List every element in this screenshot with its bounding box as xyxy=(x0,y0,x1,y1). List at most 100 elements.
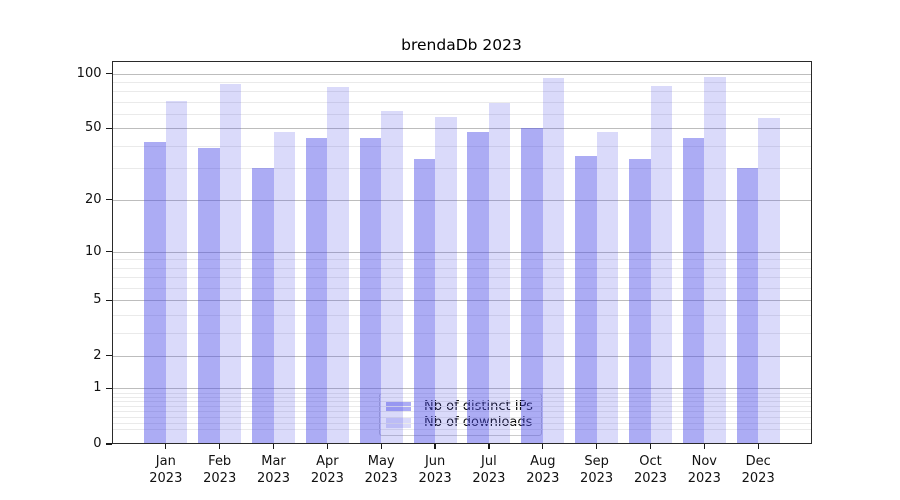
gridline-minor xyxy=(111,91,812,93)
x-tick-mark xyxy=(649,444,652,449)
x-tick-mark xyxy=(434,444,436,449)
chart-title: brendaDb 2023 xyxy=(401,36,522,54)
x-tick-label: Apr 2023 xyxy=(297,453,357,487)
x-tick-month: May xyxy=(367,454,395,469)
bar-downloads-jan xyxy=(165,100,188,444)
bar-distinct-ips-mar xyxy=(252,168,274,444)
gridline-minor xyxy=(111,332,812,334)
y-tick-mark xyxy=(105,198,112,201)
gridline-major xyxy=(111,73,812,75)
y-tick-label: 5 xyxy=(93,292,102,308)
gridline-minor xyxy=(111,101,812,103)
legend-swatch-downloads-icon xyxy=(386,417,411,428)
x-tick-mark xyxy=(219,444,221,449)
x-tick-year: 2023 xyxy=(256,471,291,486)
x-tick-mark xyxy=(165,444,167,449)
x-tick-year: 2023 xyxy=(310,471,344,486)
x-tick-label: May 2023 xyxy=(351,453,411,487)
bar-downloads-may xyxy=(381,111,403,444)
y-tick-label: 10 xyxy=(84,243,102,259)
x-tick-mark xyxy=(595,444,598,449)
y-tick-mark xyxy=(105,443,112,445)
x-tick-year: 2023 xyxy=(149,471,183,486)
x-tick-month: Oct xyxy=(639,454,662,469)
x-tick-label: Nov 2023 xyxy=(674,453,734,487)
gridline-minor xyxy=(111,314,812,316)
x-tick-year: 2023 xyxy=(364,471,398,486)
y-tick-label: 20 xyxy=(84,191,102,207)
gridline-minor xyxy=(111,392,812,394)
x-tick-month: Feb xyxy=(208,454,232,469)
x-tick-month: Apr xyxy=(316,454,339,469)
bar-downloads-jun xyxy=(435,116,457,444)
x-tick-label: Sep 2023 xyxy=(567,453,627,487)
bar-downloads-apr xyxy=(327,87,349,444)
y-tick-mark xyxy=(105,127,112,129)
legend-item-downloads: Nb of downloads xyxy=(386,415,533,431)
y-tick-label: 1 xyxy=(93,380,102,396)
x-tick-year: 2023 xyxy=(741,471,775,486)
bar-distinct-ips-apr xyxy=(305,138,328,444)
bar-downloads-aug xyxy=(542,77,565,444)
x-tick-label: Jun 2023 xyxy=(405,453,465,487)
y-tick-mark xyxy=(105,387,112,390)
x-tick-mark xyxy=(542,444,544,449)
x-tick-year: 2023 xyxy=(203,471,237,486)
gridline-minor xyxy=(111,277,812,279)
bar-downloads-sep xyxy=(596,131,619,444)
bar-downloads-nov xyxy=(704,76,726,444)
x-tick-mark xyxy=(488,444,490,449)
y-tick-label: 50 xyxy=(84,120,102,136)
gridline-minor xyxy=(111,417,812,418)
x-tick-label: Oct 2023 xyxy=(621,453,681,487)
bar-distinct-ips-sep xyxy=(575,156,597,444)
x-tick-year: 2023 xyxy=(526,471,560,486)
x-tick-month: Jul xyxy=(481,454,497,469)
gridline-major xyxy=(111,388,812,390)
gridline-major xyxy=(111,251,812,253)
gridline-major xyxy=(111,199,812,201)
legend-label-downloads: Nb of downloads xyxy=(424,414,533,430)
x-tick-month: Sep xyxy=(584,454,609,469)
gridline-major xyxy=(111,300,812,302)
x-tick-mark xyxy=(380,444,382,449)
x-tick-year: 2023 xyxy=(418,471,452,486)
x-tick-year: 2023 xyxy=(687,471,721,486)
x-tick-month: Dec xyxy=(745,454,771,469)
x-tick-label: Feb 2023 xyxy=(190,453,250,487)
x-tick-label: Aug 2023 xyxy=(513,453,573,487)
y-tick-label: 100 xyxy=(76,65,102,81)
x-tick-label: Jan 2023 xyxy=(136,453,196,487)
x-tick-label: Mar 2023 xyxy=(244,453,304,487)
x-tick-month: Jun xyxy=(424,454,446,469)
bar-distinct-ips-nov xyxy=(682,138,705,444)
gridline-minor xyxy=(111,145,812,147)
bar-downloads-jul xyxy=(488,102,511,444)
bar-distinct-ips-feb xyxy=(198,147,220,444)
bar-distinct-ips-oct xyxy=(629,158,651,444)
gridline-major xyxy=(111,355,812,357)
gridline-minor xyxy=(111,401,812,403)
x-tick-month: Aug xyxy=(530,454,556,469)
y-tick-mark xyxy=(105,250,112,253)
x-tick-year: 2023 xyxy=(633,471,668,486)
bar-distinct-ips-jun xyxy=(413,158,436,444)
x-tick-year: 2023 xyxy=(472,471,506,486)
gridline-minor xyxy=(111,267,812,269)
y-tick-mark xyxy=(105,355,112,357)
bar-downloads-dec xyxy=(758,118,780,444)
gridline-minor xyxy=(111,114,812,115)
gridline-minor xyxy=(111,287,812,289)
y-tick-mark xyxy=(105,72,112,75)
x-tick-mark xyxy=(272,444,275,449)
x-tick-year: 2023 xyxy=(580,471,614,486)
x-tick-mark xyxy=(757,444,759,449)
x-tick-month: Mar xyxy=(261,454,286,469)
gridline-minor xyxy=(111,429,812,431)
x-tick-label: Dec 2023 xyxy=(728,453,788,487)
bar-downloads-feb xyxy=(219,83,242,444)
gridline-minor xyxy=(111,422,812,424)
y-tick-label: 0 xyxy=(93,436,102,451)
gridline-major xyxy=(111,128,812,130)
